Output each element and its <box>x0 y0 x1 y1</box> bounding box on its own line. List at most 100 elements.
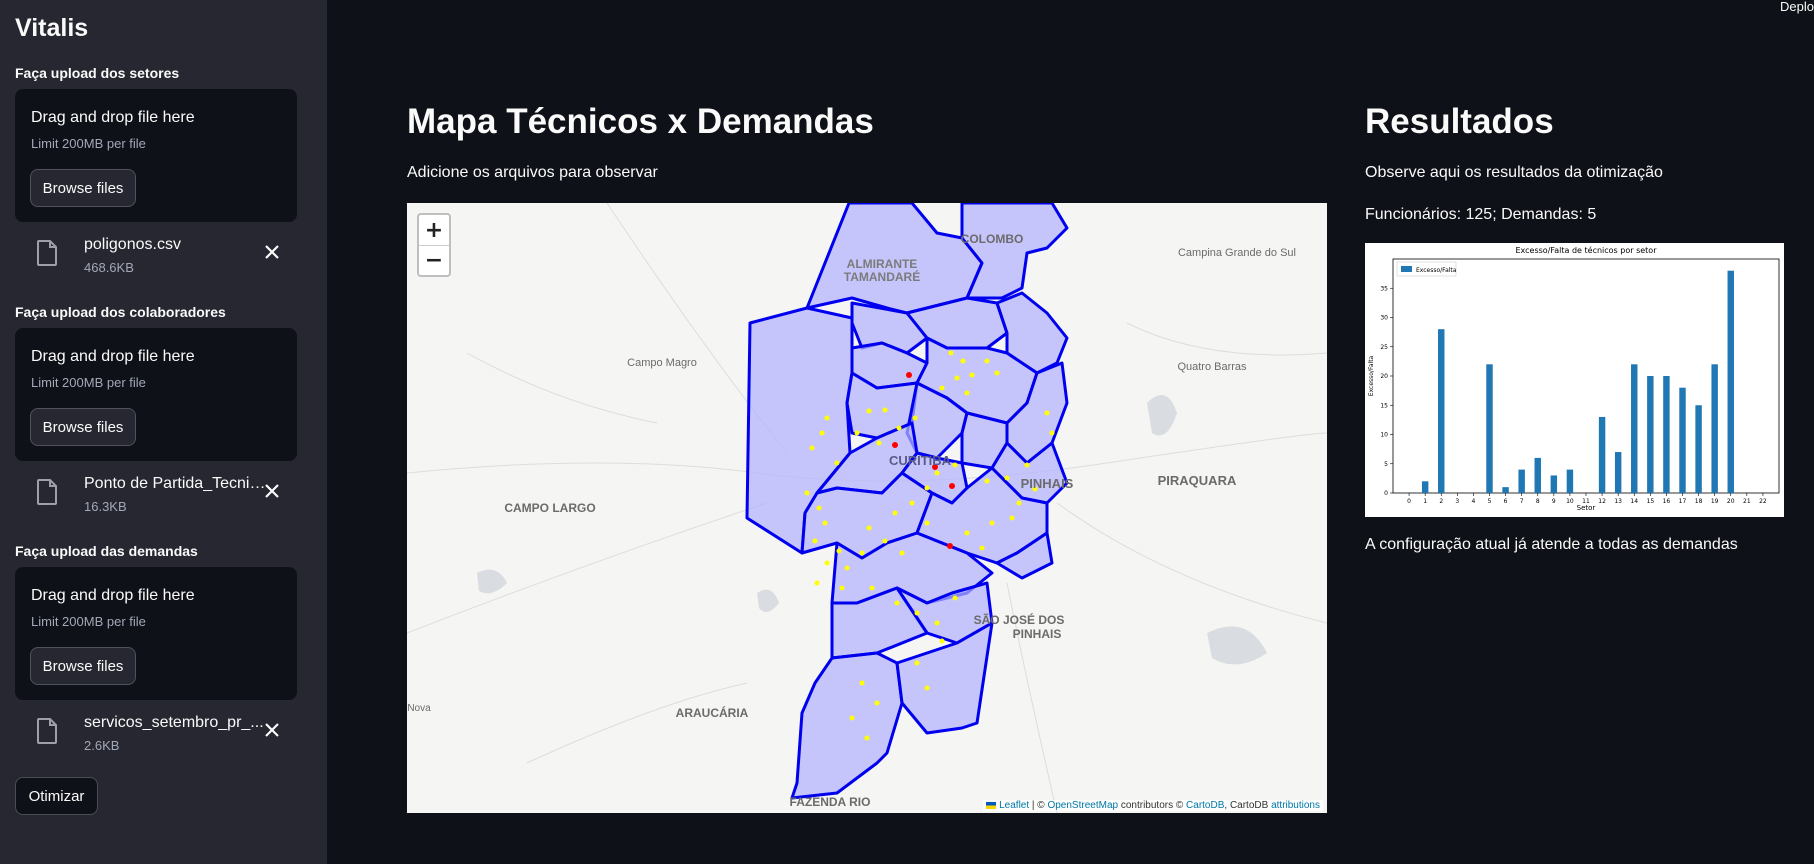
place-label: ARAUCÁRIA <box>676 705 749 720</box>
bar <box>1566 469 1574 493</box>
results-chart: Excesso/Falta de técnicos por setor 0 5 10… <box>1365 243 1784 517</box>
results-counts: Funcionários: 125; Demandas: 5 <box>1365 206 1597 223</box>
x-tick-label: 9 <box>1552 498 1556 505</box>
legend-swatch <box>1401 266 1412 272</box>
bar-chart: Excesso/Falta de técnicos por setor 0510… <box>1368 245 1780 512</box>
map-attribution: Leaflet | © OpenStreetMap contributors ©… <box>983 800 1323 811</box>
x-axis: 0 1 2 3 4 5 6 7 8 9 10 11 12 13 14 15 16 17 18 19 20 21 22 <box>1407 493 1767 505</box>
demand-points <box>804 350 1055 741</box>
y-tick-label: 15 <box>1380 402 1388 409</box>
y-tick-label: 35 <box>1380 285 1388 292</box>
leaflet-link[interactable]: Leaflet <box>999 800 1030 811</box>
x-tick-label: 22 <box>1759 498 1767 505</box>
x-tick-label: 21 <box>1743 498 1751 505</box>
y-tick-label: 30 <box>1380 315 1388 322</box>
x-tick-label: 4 <box>1472 498 1476 505</box>
bar <box>1695 405 1702 493</box>
browse-files-button[interactable]: Browse files <box>30 169 136 207</box>
file-name: Ponto de Partida_Tecnic... <box>84 475 270 492</box>
place-label: SÃO JOSÉ DOS PINHAIS <box>974 612 1065 641</box>
x-tick-label: 11 <box>1582 498 1590 505</box>
chart-title: Excesso/Falta de técnicos por setor <box>1516 245 1658 255</box>
sector-polygons[interactable] <box>745 203 1069 800</box>
place-label: PINHAIS <box>1021 476 1074 491</box>
zoom-control: + − <box>417 213 451 277</box>
x-tick-label: 20 <box>1727 498 1735 505</box>
technician-points <box>892 372 955 549</box>
chart-legend: Excesso/Falta <box>1396 261 1457 277</box>
uploaded-file: Ponto de Partida_Tecnic... 16.3KB <box>15 469 297 519</box>
bar <box>1598 416 1606 493</box>
optimize-button[interactable]: Otimizar <box>15 777 98 815</box>
osm-link[interactable]: OpenStreetMap <box>1047 800 1119 811</box>
app-title: Vitalis <box>15 14 89 42</box>
plot-area <box>1392 258 1780 494</box>
file-icon <box>37 479 57 505</box>
place-labels: ALMIRANTE TAMANDARÉ COLOMBO Campina Grand… <box>407 232 1296 809</box>
x-tick-label: 17 <box>1679 498 1687 505</box>
bar <box>1438 329 1445 493</box>
x-tick-label: 1 <box>1423 498 1427 505</box>
file-name: poligonos.csv <box>84 236 181 253</box>
legend-box <box>1396 261 1457 277</box>
close-icon[interactable] <box>262 242 282 262</box>
place-label: ALMIRANTE TAMANDARÉ <box>844 257 920 284</box>
sidebar: Vitalis Faça upload dos setores Drag and… <box>0 0 327 864</box>
place-label: FAZENDA RIO <box>790 795 871 809</box>
file-size: 2.6KB <box>84 738 120 753</box>
water-bodies <box>477 395 1267 665</box>
map-canvas[interactable]: ALMIRANTE TAMANDARÉ COLOMBO Campina Grand… <box>407 203 1327 813</box>
x-axis-label: Setor <box>1577 504 1596 512</box>
x-tick-label: 16 <box>1663 498 1671 505</box>
file-size: 468.6KB <box>84 260 134 275</box>
dropzone-limit: Limit 200MB per file <box>31 136 146 151</box>
attributions-link[interactable]: attributions <box>1271 800 1320 811</box>
x-tick-label: 15 <box>1647 498 1655 505</box>
attribution-mid: contributors © <box>1118 800 1187 811</box>
place-label: CAMPO LARGO <box>504 501 595 515</box>
browse-files-button[interactable]: Browse files <box>30 408 136 446</box>
upload-setores-dropzone[interactable]: Drag and drop file here Limit 200MB per … <box>15 89 297 222</box>
deploy-button[interactable]: Deplo <box>1780 0 1814 14</box>
close-icon[interactable] <box>262 481 282 501</box>
map[interactable]: ALMIRANTE TAMANDARÉ COLOMBO Campina Grand… <box>407 203 1327 813</box>
zoom-out-button[interactable]: − <box>424 247 444 273</box>
y-tick-label: 25 <box>1380 344 1388 351</box>
bar <box>1631 364 1638 493</box>
bar <box>1534 457 1541 493</box>
results-status: A configuração atual já atende a todas a… <box>1365 536 1738 553</box>
place-label: CURITIBA <box>889 453 952 468</box>
file-icon <box>37 240 57 266</box>
zoom-in-button[interactable]: + <box>419 215 449 246</box>
x-tick-label: 6 <box>1504 498 1508 505</box>
x-tick-label: 3 <box>1455 498 1459 505</box>
y-tick-label: 20 <box>1380 373 1388 380</box>
bar <box>1421 481 1429 493</box>
place-label: Quatro Barras <box>1177 361 1247 373</box>
x-tick-label: 13 <box>1614 498 1622 505</box>
upload-demandas-dropzone[interactable]: Drag and drop file here Limit 200MB per … <box>15 567 297 700</box>
bar <box>1647 376 1654 493</box>
bar <box>1614 452 1622 493</box>
x-tick-label: 18 <box>1695 498 1703 505</box>
close-icon[interactable] <box>262 720 282 740</box>
file-name: servicos_setembro_pr_... <box>84 714 264 731</box>
upload-colaboradores-dropzone[interactable]: Drag and drop file here Limit 200MB per … <box>15 328 297 461</box>
x-tick-label: 8 <box>1536 498 1540 505</box>
uploaded-file: servicos_setembro_pr_... 2.6KB <box>15 708 297 758</box>
x-tick-label: 14 <box>1630 498 1638 505</box>
upload-demandas-label: Faça upload das demandas <box>15 543 198 559</box>
results-subtitle: Observe aqui os resultados da otimização <box>1365 164 1663 181</box>
x-tick-label: 5 <box>1488 498 1492 505</box>
uploaded-file: poligonos.csv 468.6KB <box>15 230 297 280</box>
y-axis: 0 5 10 15 20 25 30 35 <box>1380 285 1393 497</box>
place-label: COLOMBO <box>961 232 1024 246</box>
y-axis-label: Excesso/Falta <box>1368 355 1375 396</box>
place-label: Nova <box>407 703 431 714</box>
cartodb-link[interactable]: CartoDB <box>1186 800 1225 811</box>
bar <box>1711 364 1718 493</box>
dropzone-title: Drag and drop file here <box>31 348 195 365</box>
upload-setores-label: Faça upload dos setores <box>15 65 180 81</box>
file-size: 16.3KB <box>84 499 127 514</box>
browse-files-button[interactable]: Browse files <box>30 647 136 685</box>
